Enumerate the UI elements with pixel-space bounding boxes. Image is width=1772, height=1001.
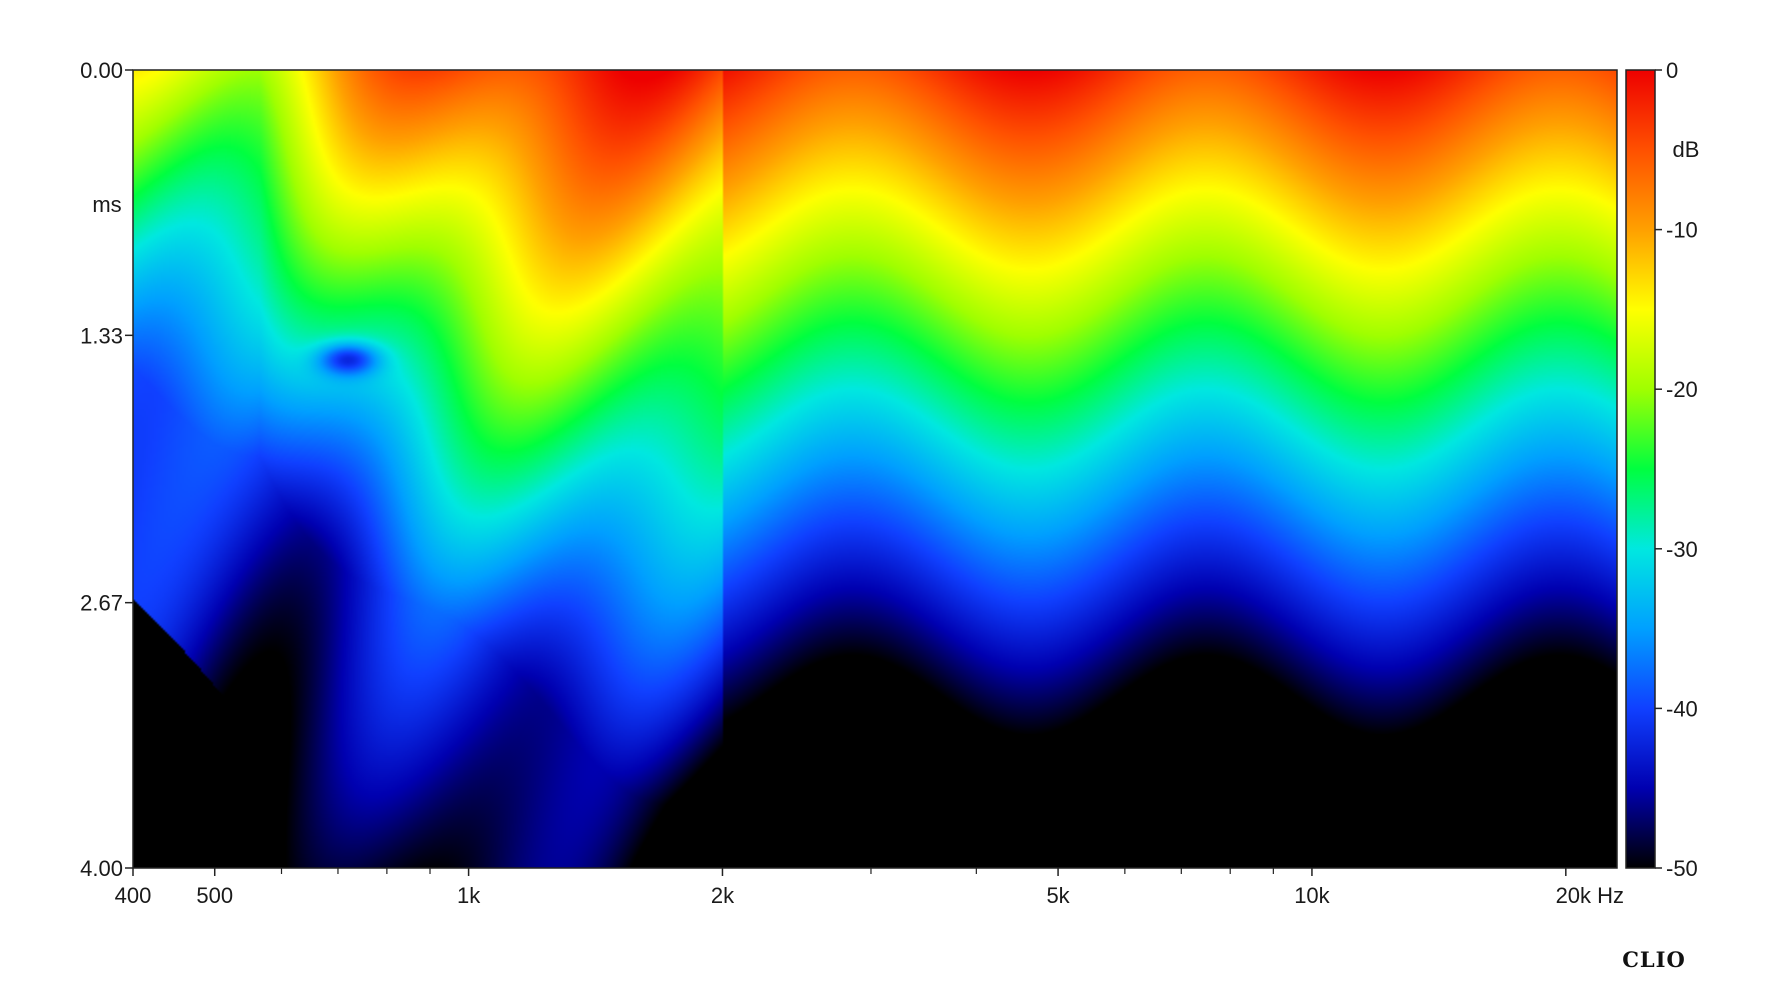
x-tick-label: 2k	[711, 883, 735, 908]
colorbar-unit-label: dB	[1673, 137, 1700, 162]
colorbar-tick-label: -50	[1666, 856, 1698, 881]
clio-logo: CLIO	[1622, 947, 1686, 972]
heatmap-image	[133, 70, 1617, 868]
x-tick-label: 500	[196, 883, 233, 908]
colorbar	[1625, 69, 1656, 869]
y-axis-label: ms	[92, 192, 121, 217]
x-tick-label: 10k	[1294, 883, 1330, 908]
x-tick-label: 20k Hz	[1556, 883, 1624, 908]
x-tick-label: 400	[115, 883, 152, 908]
y-axis-ticks: 0.00 1.33 2.67 4.00	[80, 58, 133, 881]
heatmap-plot-area	[133, 70, 1617, 868]
y-tick-label: 4.00	[80, 856, 123, 881]
x-axis-ticks: 400 500 1k 2k 5k 10k 20k Hz	[115, 868, 1624, 908]
plot-frame	[132, 69, 1618, 869]
colorbar-tick-label: -20	[1666, 377, 1698, 402]
colorbar-tick-label: -40	[1666, 696, 1698, 721]
colorbar-ticks: 0 -10 -20 -30 -40 -50	[1655, 58, 1698, 881]
x-tick-label: 1k	[457, 883, 481, 908]
y-tick-label: 0.00	[80, 58, 123, 83]
y-tick-label: 1.33	[80, 323, 123, 348]
colorbar-gradient	[1625, 69, 1656, 869]
colorbar-tick-label: -30	[1666, 537, 1698, 562]
y-tick-label: 2.67	[80, 591, 123, 616]
colorbar-tick-label: 0	[1666, 58, 1678, 83]
colorbar-tick-label: -10	[1666, 218, 1698, 243]
x-tick-label: 5k	[1046, 883, 1070, 908]
